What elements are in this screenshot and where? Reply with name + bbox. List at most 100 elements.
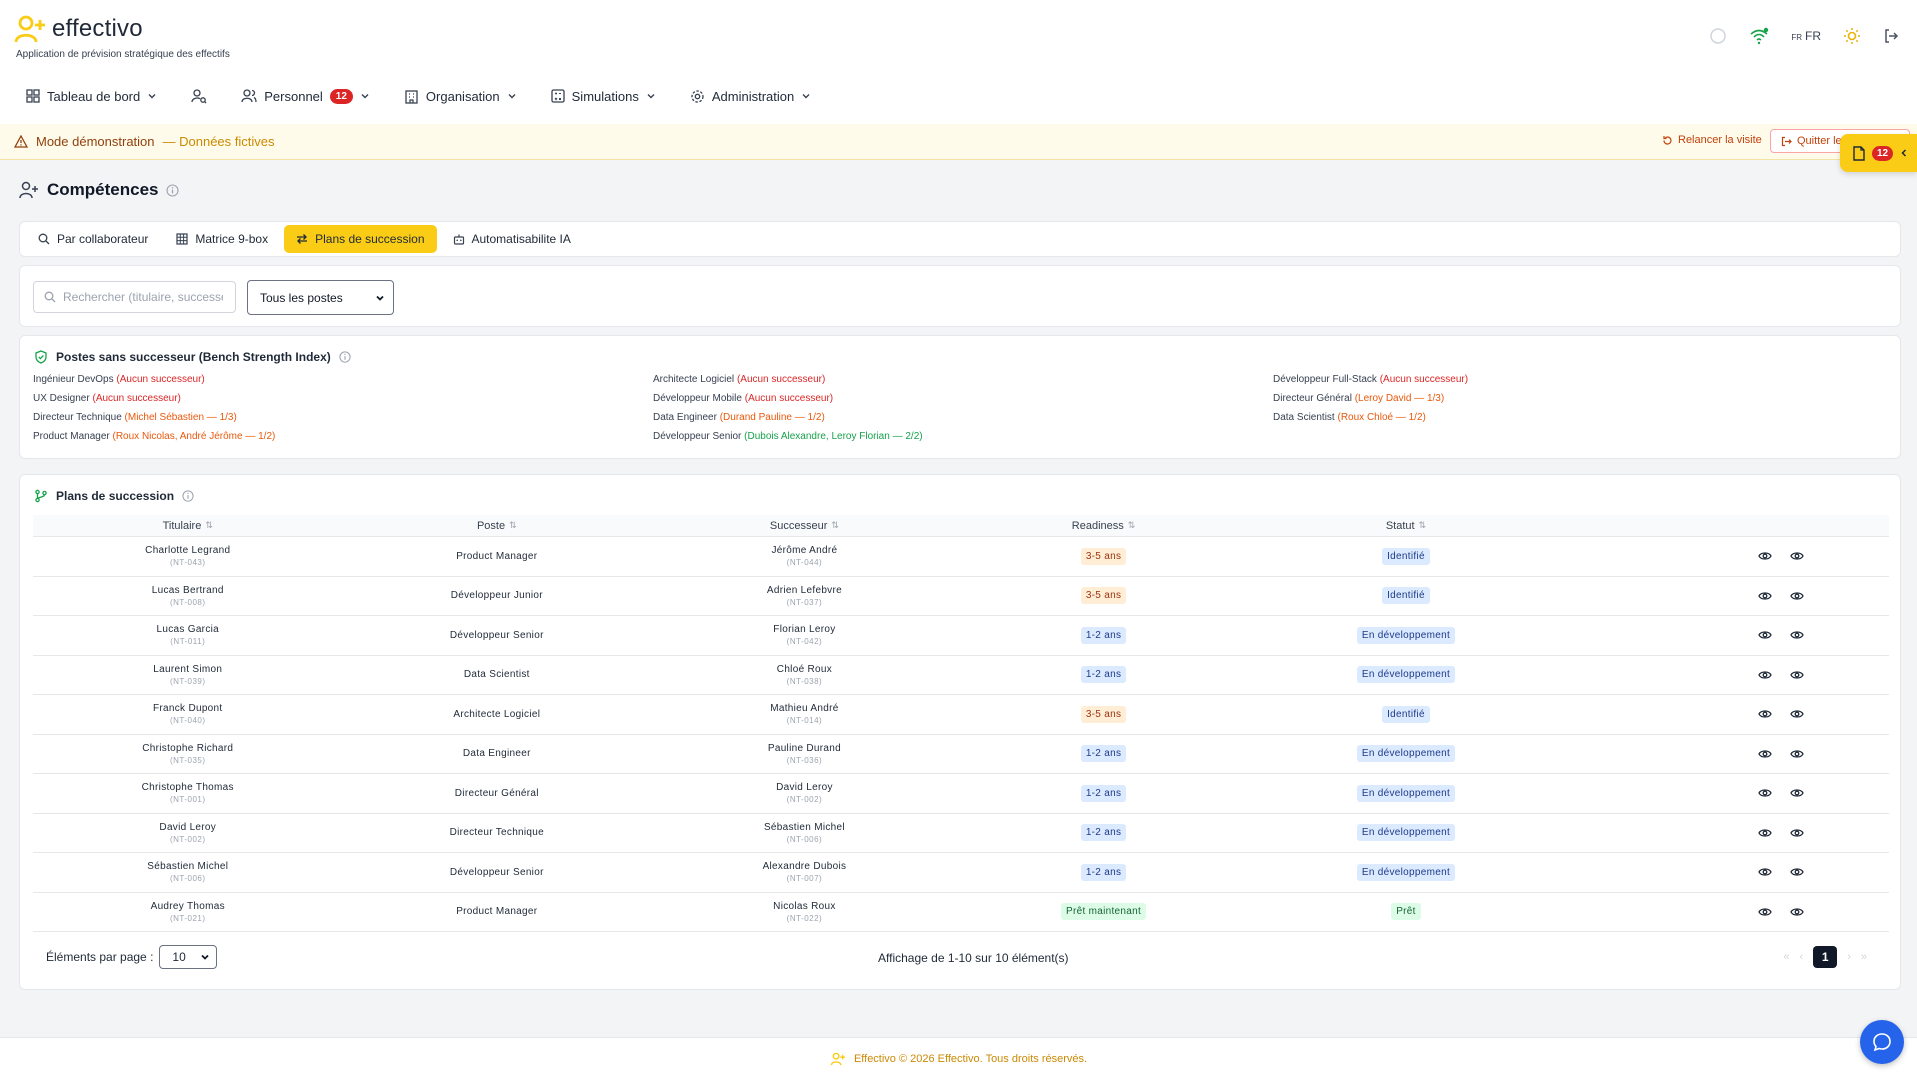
view-holder-eye-icon[interactable] [1758, 748, 1772, 760]
bench-role: Directeur Technique [33, 412, 122, 423]
user-plus-logo-icon [830, 1052, 846, 1066]
status-badge: En développement [1356, 666, 1456, 684]
column-header-successeur[interactable]: Successeur ⇅ [651, 520, 958, 532]
column-label: Poste [476, 519, 506, 532]
holder-cell: Lucas Bertrand (NT-008) [33, 585, 343, 607]
view-successor-eye-icon[interactable] [1790, 550, 1804, 562]
nav-simulations[interactable]: Simulations [550, 89, 656, 104]
successor-cell: Alexandre Dubois (NT-007) [651, 861, 958, 883]
holder-cell: David Leroy (NT-002) [33, 822, 343, 844]
table-row: Sébastien Michel (NT-006) Développeur Seni… [33, 853, 1889, 893]
wifi-status-icon[interactable] [1749, 27, 1769, 45]
view-successor-eye-icon[interactable] [1790, 590, 1804, 602]
tab-par-collaborateur[interactable]: Par collaborateur [26, 225, 160, 253]
chevron-down-icon [200, 952, 210, 962]
bench-note: (Aucun successeur) [116, 374, 205, 385]
view-holder-eye-icon[interactable] [1758, 669, 1772, 681]
view-successor-eye-icon[interactable] [1790, 708, 1804, 720]
logout-icon[interactable] [1883, 28, 1899, 44]
successor-name: Pauline Durand [767, 742, 841, 754]
view-holder-eye-icon[interactable] [1758, 787, 1772, 799]
nav-user-search[interactable] [191, 88, 207, 104]
restart-tour-button[interactable]: Relancer la visite [1662, 134, 1762, 146]
nav-organisation[interactable]: Organisation [404, 89, 517, 104]
successor-cell: Adrien Lefebvre (NT-037) [651, 585, 958, 607]
role-cell: Data Engineer [343, 748, 652, 759]
column-label: Successeur [769, 519, 828, 532]
holder-name: Lucas Bertrand [151, 584, 224, 596]
tab-matrice-9-box[interactable]: Matrice 9-box [164, 225, 280, 253]
search-icon [38, 233, 50, 245]
bench-role: Ingénieur DevOps [33, 374, 114, 385]
nav-personnel[interactable]: Personnel 12 [241, 88, 370, 104]
exit-icon [1781, 136, 1792, 147]
demo-title: Mode démonstration [36, 134, 155, 149]
chat-button[interactable] [1860, 1020, 1904, 1064]
pagination-bar: Éléments par page : 10 Affichage de 1-10… [33, 937, 1889, 973]
view-holder-eye-icon[interactable] [1758, 708, 1772, 720]
status-cell: En développement [1249, 666, 1562, 684]
per-page-select[interactable]: 10 [159, 945, 218, 969]
per-page-control: Éléments par page : 10 [46, 945, 218, 969]
view-successor-eye-icon[interactable] [1790, 866, 1804, 878]
view-holder-eye-icon[interactable] [1758, 629, 1772, 641]
nav-label: Tableau de bord [47, 88, 141, 104]
column-header-titulaire[interactable]: Titulaire ⇅ [33, 520, 343, 532]
view-successor-eye-icon[interactable] [1790, 787, 1804, 799]
info-icon[interactable] [182, 490, 194, 502]
demo-banner: Mode démonstration — Données fictives Re… [0, 124, 1917, 160]
column-header-poste[interactable]: Poste ⇅ [343, 520, 652, 532]
language-selector[interactable]: FR FR [1791, 29, 1821, 43]
last-page-button[interactable]: » [1860, 951, 1867, 963]
tab-automatisabilite-ia[interactable]: Automatisabilite IA [441, 225, 583, 253]
bench-item: Ingénieur DevOps (Aucun successeur) [33, 374, 653, 388]
column-header-statut[interactable]: Statut ⇅ [1249, 520, 1562, 532]
readiness-cell: 1-2 ans [958, 745, 1250, 763]
bench-item: Data Engineer (Durand Pauline — 1/2) [653, 412, 1273, 426]
next-page-button[interactable]: › [1847, 951, 1851, 963]
holder-code: (NT-040) [169, 716, 206, 726]
view-holder-eye-icon[interactable] [1758, 827, 1772, 839]
table-row: Laurent Simon (NT-039) Data Scientist Chloé… [33, 656, 1889, 695]
successor-name: Florian Leroy [773, 624, 836, 636]
previous-page-button[interactable]: ‹ [1799, 951, 1804, 963]
view-holder-eye-icon[interactable] [1758, 590, 1772, 602]
info-icon[interactable] [166, 183, 180, 197]
nav-administration[interactable]: Administration [690, 89, 811, 104]
readiness-cell: 1-2 ans [958, 863, 1250, 881]
logo[interactable]: effectivo [14, 14, 143, 44]
view-successor-eye-icon[interactable] [1790, 669, 1804, 681]
successor-name: David Leroy [776, 782, 833, 794]
chat-bubble-icon [1872, 1032, 1892, 1052]
bench-role: UX Designer [33, 393, 90, 404]
status-badge: Identifié [1382, 547, 1430, 565]
status-cell: En développement [1249, 784, 1562, 802]
view-successor-eye-icon[interactable] [1790, 906, 1804, 918]
floating-notes-tab[interactable]: 12 [1840, 134, 1917, 172]
search-icon [44, 291, 56, 303]
successor-code: (NT-038) [786, 676, 823, 686]
view-holder-eye-icon[interactable] [1758, 906, 1772, 918]
column-header-readiness[interactable]: Readiness ⇅ [958, 520, 1250, 532]
sun-theme-icon[interactable] [1843, 27, 1861, 45]
status-cell: Identifié [1249, 587, 1562, 605]
nav-tableau-de-bord[interactable]: Tableau de bord [26, 89, 157, 104]
bench-note: (Roux Chloé — 1/2) [1337, 412, 1426, 423]
nav-label: Administration [711, 88, 795, 104]
role-cell: Architecte Logiciel [343, 709, 652, 720]
view-holder-eye-icon[interactable] [1758, 550, 1772, 562]
first-page-button[interactable]: « [1783, 951, 1790, 963]
bench-item: Directeur Technique (Michel Sébastien — … [33, 412, 653, 426]
view-successor-eye-icon[interactable] [1790, 629, 1804, 641]
search-input[interactable] [63, 290, 223, 304]
position-select[interactable]: Tous les postes [247, 280, 394, 315]
readiness-badge: 3-5 ans [1080, 587, 1127, 605]
view-successor-eye-icon[interactable] [1790, 748, 1804, 760]
info-icon[interactable] [339, 351, 351, 363]
column-label: Readiness [1071, 519, 1124, 532]
table-row: Lucas Garcia (NT-011) Développeur Senior Fl… [33, 616, 1889, 656]
page-number-button[interactable]: 1 [1813, 946, 1838, 968]
tab-plans-de-succession[interactable]: Plans de succession [284, 225, 437, 253]
view-successor-eye-icon[interactable] [1790, 827, 1804, 839]
view-holder-eye-icon[interactable] [1758, 866, 1772, 878]
